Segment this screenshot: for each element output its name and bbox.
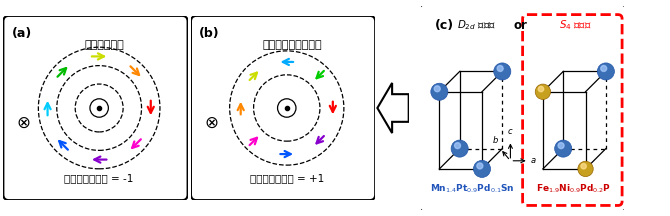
Circle shape xyxy=(578,161,593,177)
Circle shape xyxy=(497,65,503,71)
Circle shape xyxy=(581,164,586,169)
Circle shape xyxy=(477,163,483,169)
Circle shape xyxy=(538,86,543,92)
Circle shape xyxy=(535,84,551,99)
FancyArrow shape xyxy=(377,83,409,133)
Text: Mn$_{1.4}$Pt$_{0.9}$Pd$_{0.1}$Sn: Mn$_{1.4}$Pt$_{0.9}$Pd$_{0.1}$Sn xyxy=(429,183,514,195)
Text: $\otimes$: $\otimes$ xyxy=(16,114,31,132)
Text: Fe$_{1.9}$Ni$_{0.9}$Pd$_{0.2}$P: Fe$_{1.9}$Ni$_{0.9}$Pd$_{0.2}$P xyxy=(536,183,611,195)
FancyBboxPatch shape xyxy=(3,16,188,200)
Circle shape xyxy=(451,140,468,157)
Circle shape xyxy=(558,143,564,149)
Text: b: b xyxy=(493,136,498,145)
Circle shape xyxy=(454,143,460,149)
Text: (a): (a) xyxy=(11,27,32,40)
Circle shape xyxy=(555,140,572,157)
Text: スキルミオン: スキルミオン xyxy=(85,40,125,50)
Text: (b): (b) xyxy=(199,27,220,40)
Circle shape xyxy=(598,63,614,80)
Circle shape xyxy=(434,86,440,92)
Text: トポロジカル数 = -1: トポロジカル数 = -1 xyxy=(64,173,134,184)
Circle shape xyxy=(431,83,448,100)
Text: (c): (c) xyxy=(436,19,454,32)
Text: c: c xyxy=(508,127,513,137)
Circle shape xyxy=(601,65,607,71)
FancyBboxPatch shape xyxy=(523,15,622,205)
Text: or: or xyxy=(514,19,527,32)
FancyBboxPatch shape xyxy=(419,5,626,211)
Text: トポロジカル数 = +1: トポロジカル数 = +1 xyxy=(250,173,324,184)
Text: $D_{2d}$ 対称性: $D_{2d}$ 対称性 xyxy=(456,19,495,32)
FancyBboxPatch shape xyxy=(191,16,375,200)
Circle shape xyxy=(474,160,490,177)
Text: $S_4$ 対称性: $S_4$ 対称性 xyxy=(559,19,592,32)
Circle shape xyxy=(494,63,511,80)
Text: アンチスキルミオン: アンチスキルミオン xyxy=(263,40,322,50)
Text: $\otimes$: $\otimes$ xyxy=(204,114,218,132)
Text: a: a xyxy=(531,156,536,165)
